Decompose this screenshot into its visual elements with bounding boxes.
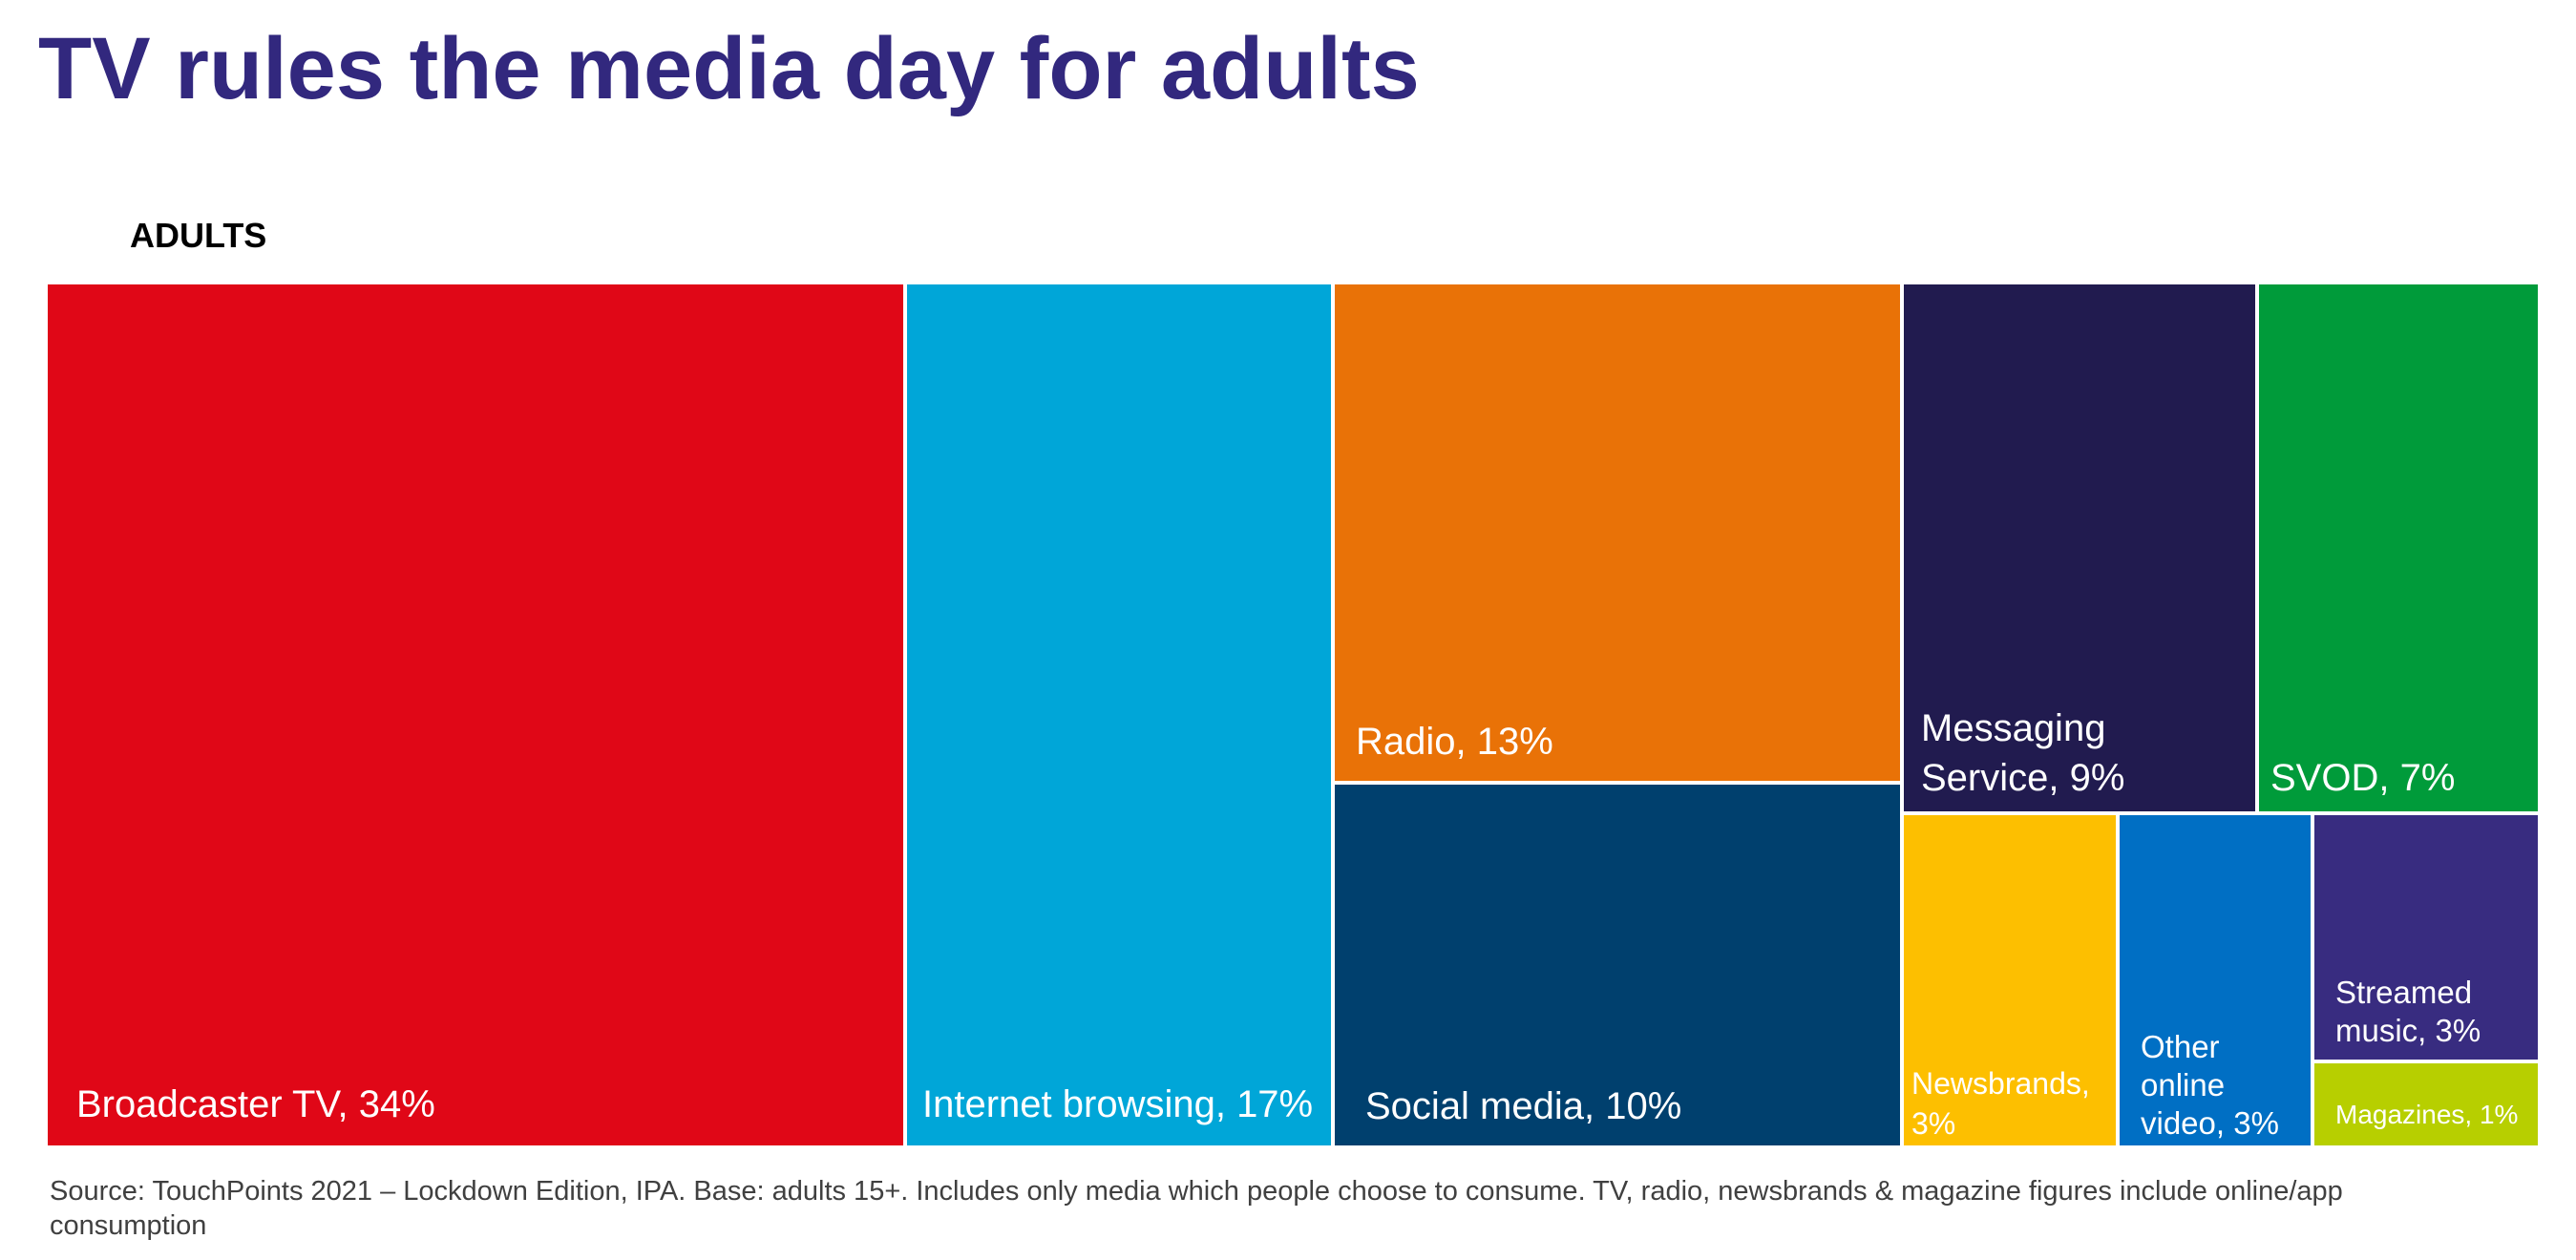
treemap-cell-svod: SVOD, 7% <box>2259 284 2538 811</box>
treemap-rect-magazines <box>2314 1063 2538 1145</box>
treemap-cell-streamed-music: Streamed music, 3% <box>2314 815 2538 1060</box>
treemap-rect-radio <box>1335 284 1900 781</box>
treemap-label-streamed-music: Streamed music, 3% <box>2335 975 2481 1048</box>
treemap-label-radio: Radio, 13% <box>1356 721 1553 763</box>
panel-label: ADULTS <box>130 216 267 255</box>
treemap-label-internet-browsing: Internet browsing, 17% <box>922 1083 1313 1125</box>
treemap-cell-internet-browsing: Internet browsing, 17% <box>907 284 1331 1145</box>
treemap-rect-broadcaster-tv <box>48 284 903 1145</box>
treemap-label-broadcaster-tv: Broadcaster TV, 34% <box>76 1083 435 1125</box>
treemap-cell-magazines: Magazines, 1% <box>2314 1063 2538 1145</box>
treemap-rect-newsbrands <box>1904 815 2116 1145</box>
treemap-label-other-online-video: Other online video, 3% <box>2141 1029 2279 1141</box>
treemap-label-social-media: Social media, 10% <box>1365 1085 1681 1127</box>
treemap-label-svod: SVOD, 7% <box>2270 757 2455 799</box>
treemap-rect-other-online-video <box>2120 815 2311 1145</box>
source-note: Source: TouchPoints 2021 – Lockdown Edit… <box>50 1176 2343 1242</box>
treemap-cell-broadcaster-tv: Broadcaster TV, 34% <box>48 284 903 1145</box>
page-title: TV rules the media day for adults <box>38 20 1420 117</box>
treemap-rect-svod <box>2259 284 2538 811</box>
treemap-label-messaging-service: Messaging Service, 9% <box>1921 707 2124 799</box>
treemap-rect-internet-browsing <box>907 284 1331 1145</box>
treemap-cell-radio: Radio, 13% <box>1335 284 1900 781</box>
treemap-cell-newsbrands: Newsbrands, 3% <box>1904 815 2116 1145</box>
treemap-cell-other-online-video: Other online video, 3% <box>2120 815 2311 1145</box>
treemap-cell-messaging-service: Messaging Service, 9% <box>1904 284 2255 811</box>
treemap-rect-messaging-service <box>1904 284 2255 811</box>
treemap-label-newsbrands: Newsbrands, 3% <box>1911 1066 2090 1141</box>
treemap-cell-social-media: Social media, 10% <box>1335 785 1900 1145</box>
treemap-label-magazines: Magazines, 1% <box>2335 1100 2518 1129</box>
treemap-rect-streamed-music <box>2314 815 2538 1060</box>
treemap-rect-social-media <box>1335 785 1900 1145</box>
